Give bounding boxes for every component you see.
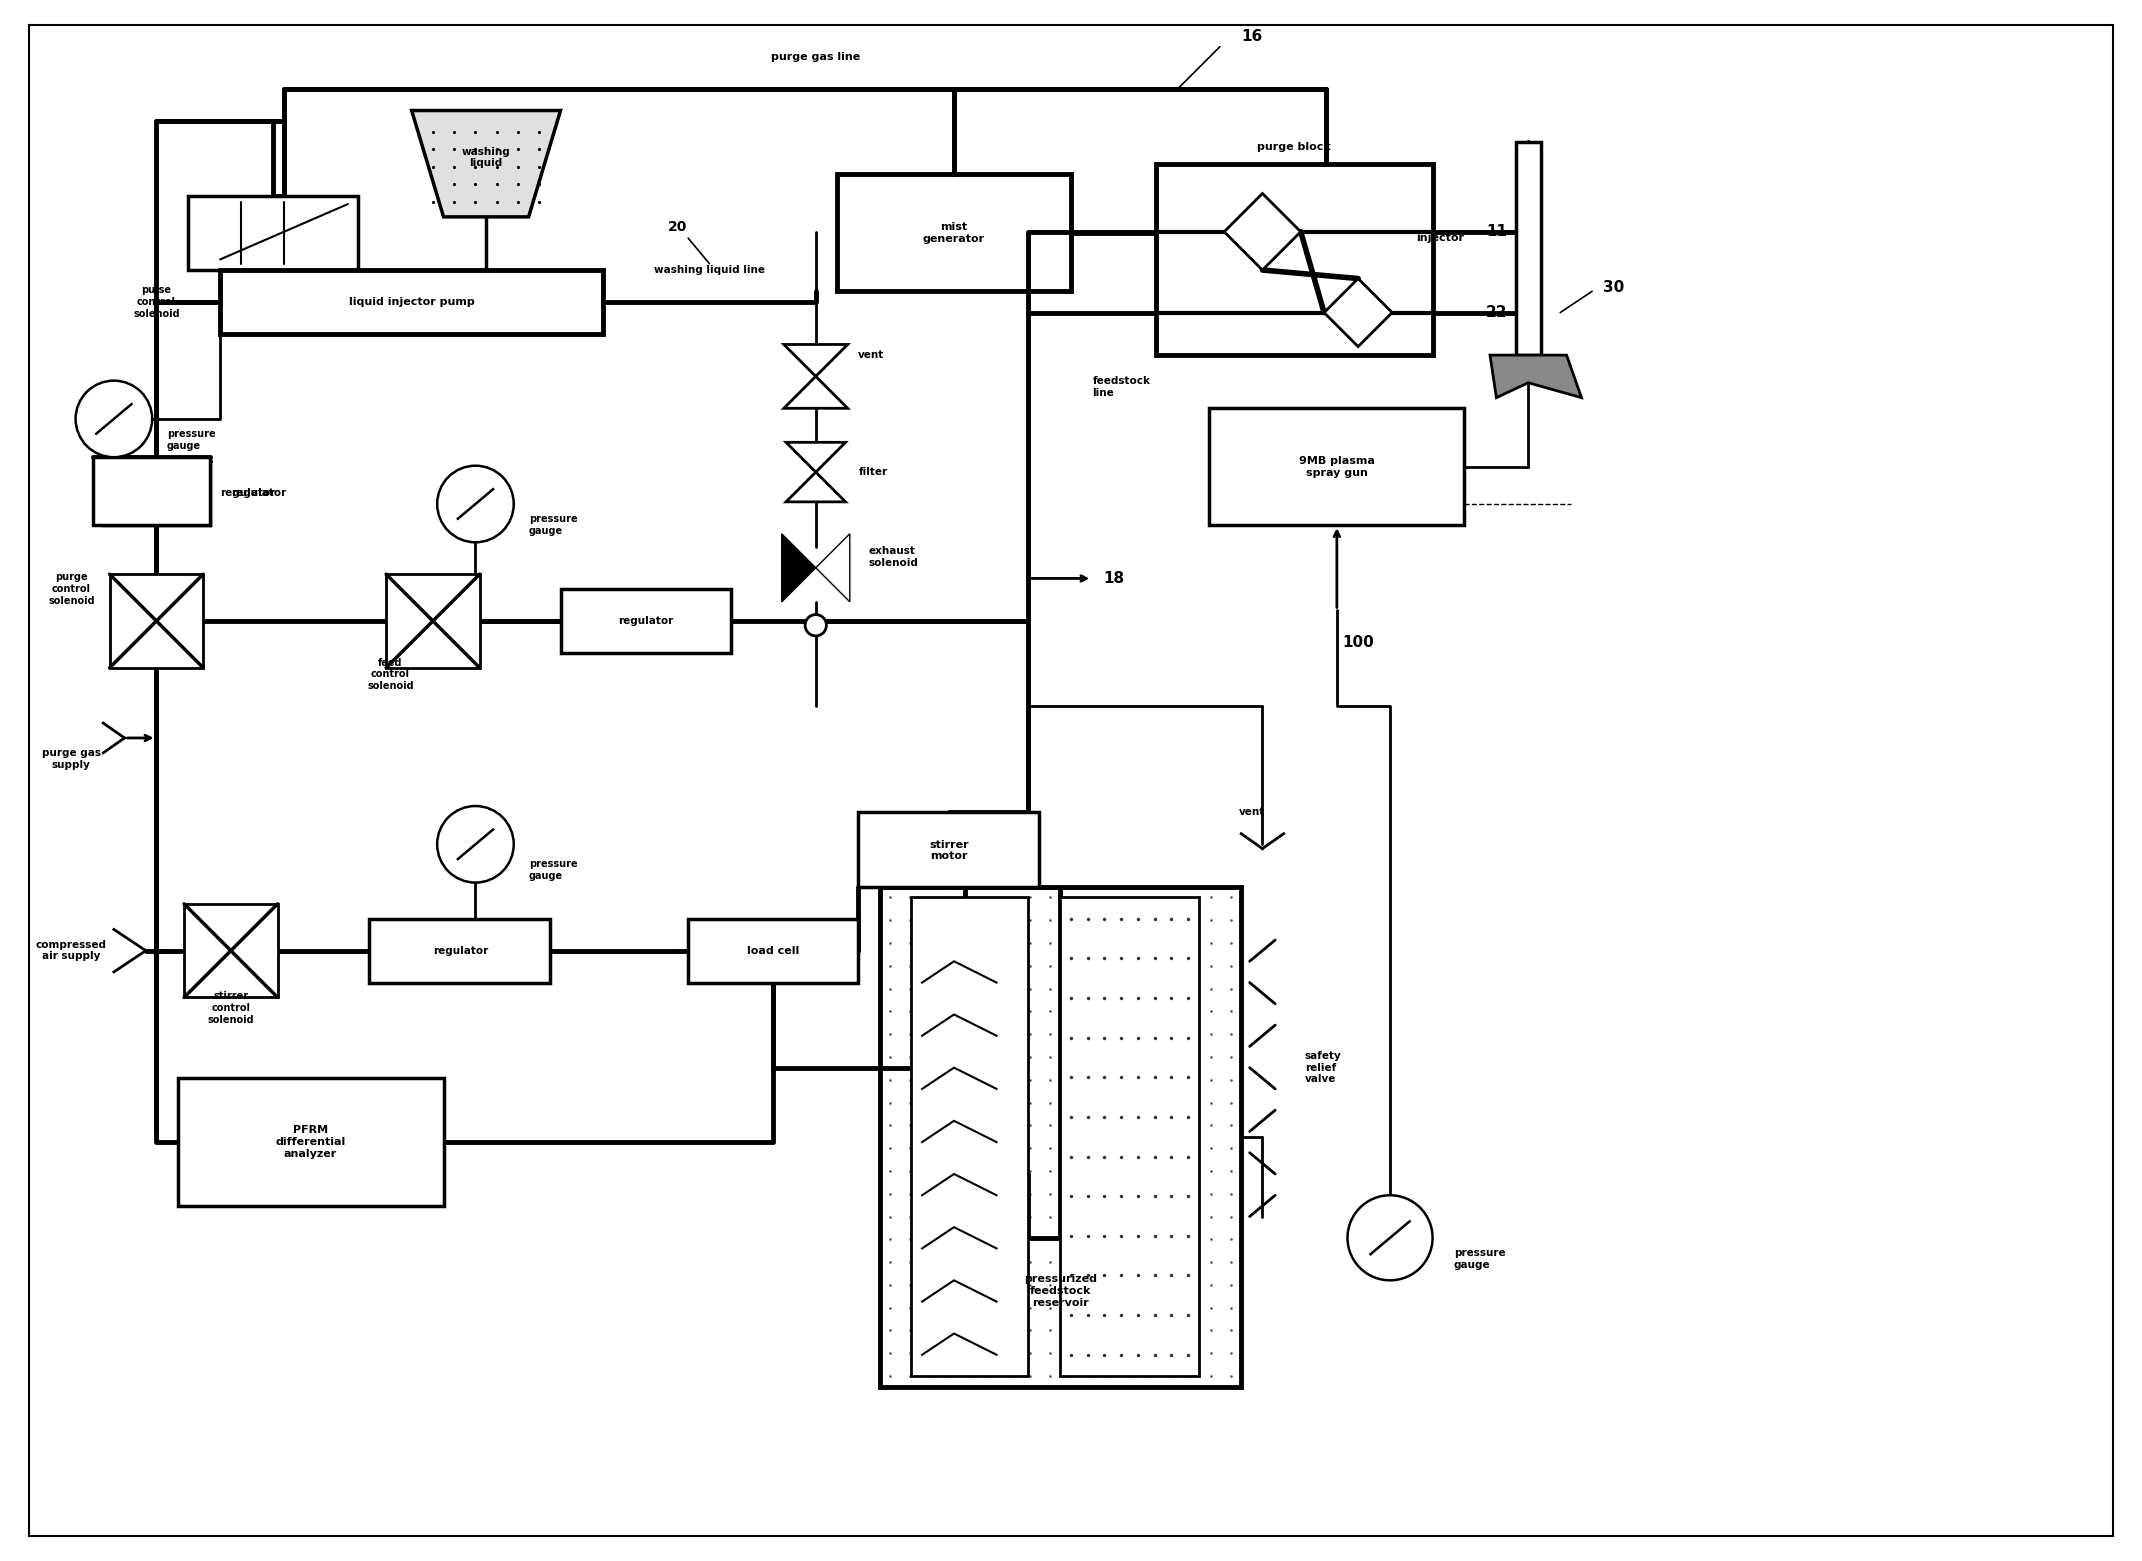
Bar	[188, 195, 358, 270]
Text: compressed
air supply: compressed air supply	[36, 940, 107, 962]
Text: 20: 20	[668, 220, 688, 234]
Text: exhaust
solenoid: exhaust solenoid	[870, 546, 919, 568]
Bar	[386, 574, 480, 668]
Circle shape	[437, 805, 514, 882]
Text: pressure
gauge: pressure gauge	[1454, 1249, 1506, 1269]
Text: feedstock
line: feedstock line	[1092, 376, 1150, 398]
Bar	[368, 919, 550, 982]
Bar	[688, 919, 859, 982]
Bar	[838, 175, 1071, 292]
Bar	[184, 904, 278, 997]
Text: injector: injector	[1416, 233, 1465, 244]
Text: 16: 16	[1240, 28, 1262, 44]
Text: 30: 30	[1602, 279, 1624, 295]
Polygon shape	[784, 345, 848, 409]
Text: purge
control
solenoid: purge control solenoid	[47, 573, 94, 606]
Polygon shape	[411, 111, 561, 217]
Circle shape	[1347, 1196, 1433, 1280]
Text: 100: 100	[1343, 635, 1373, 649]
Polygon shape	[1324, 278, 1392, 347]
Bar	[178, 1079, 443, 1207]
Circle shape	[805, 615, 827, 635]
Polygon shape	[786, 442, 846, 503]
Bar	[1157, 164, 1433, 354]
Text: pressure
gauge: pressure gauge	[529, 515, 576, 535]
Bar	[561, 588, 730, 652]
Text: 9MB plasma
spray gun: 9MB plasma spray gun	[1298, 456, 1375, 478]
Text: purge gas
supply: purge gas supply	[43, 748, 101, 770]
Text: purge gas line: purge gas line	[771, 53, 861, 62]
Polygon shape	[816, 534, 850, 603]
Circle shape	[75, 381, 152, 457]
Bar	[221, 270, 604, 334]
Text: 11: 11	[1487, 225, 1506, 239]
Text: washing liquid line: washing liquid line	[653, 265, 765, 275]
Text: stirrer
motor: stirrer motor	[930, 840, 968, 862]
Bar	[912, 898, 1028, 1377]
Polygon shape	[1491, 354, 1581, 398]
Text: 18: 18	[1103, 571, 1125, 585]
Text: regulator: regulator	[231, 489, 287, 498]
Text: safety
relief
valve: safety relief valve	[1304, 1051, 1341, 1085]
Bar	[880, 887, 1240, 1386]
Text: pressure
gauge: pressure gauge	[167, 429, 216, 451]
Text: pressurized
feedstock
reservoir: pressurized feedstock reservoir	[1024, 1274, 1097, 1308]
Circle shape	[437, 465, 514, 542]
Text: 22: 22	[1487, 304, 1508, 320]
Text: pressure
gauge: pressure gauge	[529, 859, 576, 880]
Text: liquid injector pump: liquid injector pump	[349, 297, 476, 308]
Bar	[1210, 409, 1465, 524]
Text: mist
generator: mist generator	[923, 222, 985, 244]
Text: washing
liquid: washing liquid	[463, 147, 510, 169]
Text: regulator: regulator	[221, 489, 276, 498]
Polygon shape	[1223, 194, 1300, 270]
Text: vent: vent	[1238, 807, 1266, 818]
Text: purge block: purge block	[1257, 142, 1330, 151]
Bar	[92, 457, 210, 524]
Polygon shape	[782, 534, 816, 603]
Text: stirrer
control
solenoid: stirrer control solenoid	[208, 991, 255, 1024]
Bar	[103, 462, 210, 524]
Text: load cell: load cell	[748, 946, 799, 955]
Bar	[1060, 898, 1200, 1377]
Text: pulse
control
solenoid: pulse control solenoid	[133, 286, 180, 318]
Text: PFRM
differential
analyzer: PFRM differential analyzer	[276, 1125, 345, 1158]
Bar	[1517, 142, 1540, 354]
Text: regulator: regulator	[619, 617, 673, 626]
Text: filter: filter	[859, 467, 887, 478]
Text: regulator: regulator	[433, 946, 488, 955]
Bar	[859, 812, 1039, 887]
Bar	[109, 574, 203, 668]
Text: vent: vent	[859, 350, 885, 361]
Text: feed
control
solenoid: feed control solenoid	[366, 657, 413, 692]
